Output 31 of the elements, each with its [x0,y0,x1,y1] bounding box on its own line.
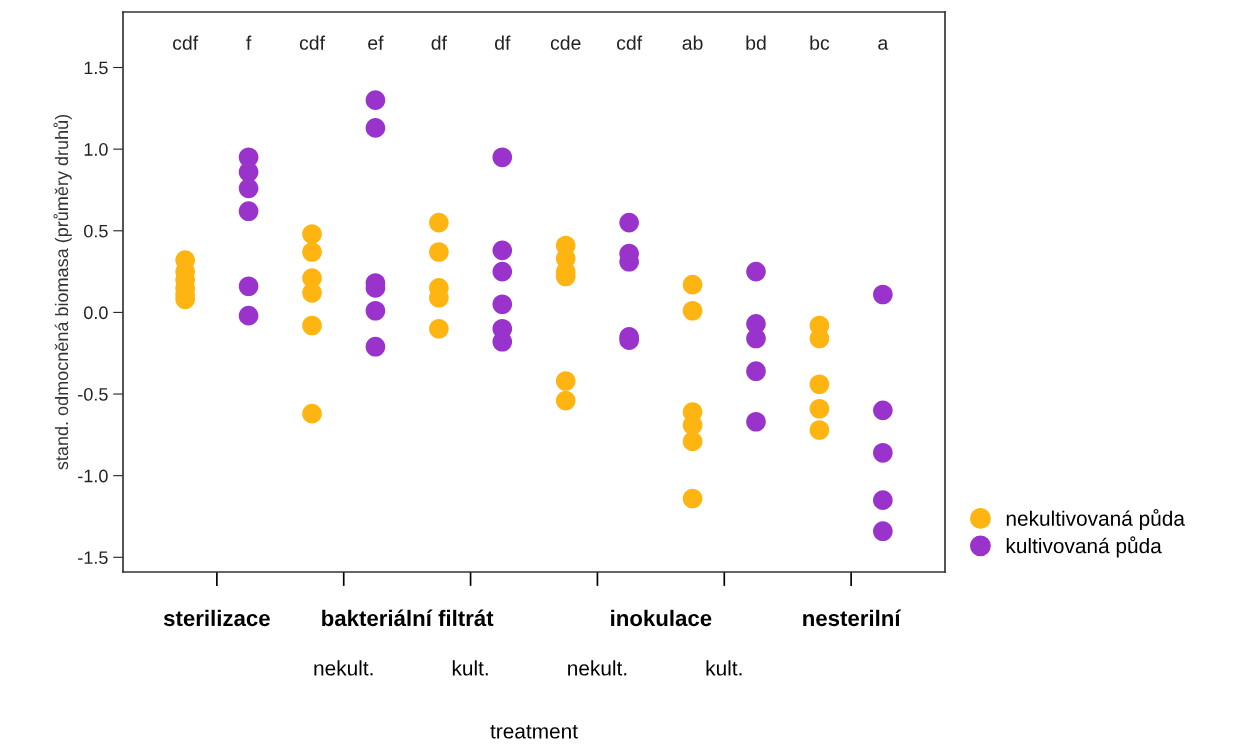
text: bakteriální filtrát [322,609,494,627]
y-tick-label: 0.5 [84,224,108,238]
text: kult. [706,660,742,676]
y-tick-label: 0.0 [84,306,108,320]
y-tick-label: 1.5 [84,61,108,75]
y-tick-label: -0.5 [78,387,108,401]
annotation: cde [550,35,581,50]
annotation: bd [746,35,766,50]
annotation: df [431,35,447,50]
text: sterilizace [163,609,270,627]
text: nesterilní [803,609,902,627]
y-tick-label: -1.0 [78,469,108,483]
y-tick-label: -1.5 [78,551,108,565]
legend-label: nekultivovaná půda [1006,508,1185,531]
text: nekult. [314,660,373,676]
text: kult. [452,660,488,676]
annotation: cdf [173,35,199,50]
text: nekult. [568,660,627,676]
text: inokulace [611,609,712,627]
annotation: df [495,35,511,50]
annotation: cdf [299,35,326,50]
annotation: a [878,39,889,50]
text: treatment [490,724,578,739]
y-tick-label: 1.0 [84,143,108,156]
annotation: ef [368,35,384,50]
annotation: bc [810,35,830,50]
y-axis-title: stand. odmocněná biomasa (průměry druhů) [53,114,72,470]
annotation: ab [682,35,703,50]
annotation: f [246,35,252,50]
legend-label: kultivovaná půda [1006,536,1162,558]
annotation: cdf [617,35,643,50]
